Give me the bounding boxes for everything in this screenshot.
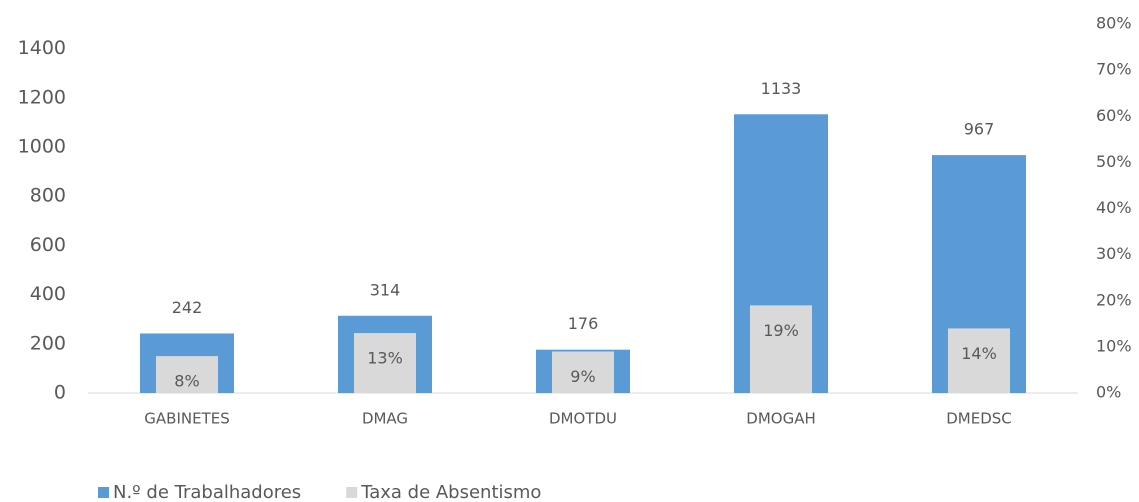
y2-tick-label: 10%	[1096, 336, 1132, 355]
y-tick-label: 0	[54, 382, 66, 404]
bar	[948, 328, 1010, 393]
y2-tick-label: 40%	[1096, 198, 1132, 217]
data-label: 13%	[367, 349, 403, 368]
legend-label: N.º de Trabalhadores	[113, 482, 301, 502]
data-label: 14%	[961, 344, 997, 363]
data-label: 8%	[174, 372, 199, 391]
x-tick-label: DMOGAH	[746, 410, 815, 428]
bar	[156, 356, 218, 393]
y-tick-label: 1200	[18, 86, 66, 108]
bar	[552, 351, 614, 393]
y2-tick-label: 50%	[1096, 152, 1132, 171]
data-label: 1133	[761, 79, 802, 98]
x-tick-label: DMOTDU	[549, 410, 617, 428]
y-tick-label: 400	[30, 283, 66, 305]
bar	[354, 333, 416, 393]
y2-tick-label: 0%	[1096, 383, 1121, 402]
data-label: 19%	[763, 321, 799, 340]
y-tick-label: 800	[30, 185, 66, 207]
y-tick-label: 600	[30, 234, 66, 256]
y2-tick-label: 80%	[1096, 14, 1132, 33]
data-label: 967	[964, 120, 995, 139]
y-tick-label: 1000	[18, 136, 66, 158]
bar	[750, 305, 812, 393]
y-tick-label: 200	[30, 332, 66, 354]
data-label: 176	[568, 314, 599, 333]
y2-tick-label: 70%	[1096, 60, 1132, 79]
legend-label: Taxa de Absentismo	[360, 482, 541, 502]
y2-tick-label: 20%	[1096, 290, 1132, 309]
data-label: 314	[370, 280, 401, 299]
x-tick-label: DMEDSC	[946, 410, 1012, 428]
x-tick-label: DMAG	[362, 410, 408, 428]
y2-tick-label: 30%	[1096, 244, 1132, 263]
data-label: 9%	[570, 367, 595, 386]
y-tick-label: 1400	[18, 37, 66, 59]
x-tick-label: GABINETES	[144, 410, 229, 428]
y2-tick-label: 60%	[1096, 106, 1132, 125]
legend-swatch	[346, 487, 358, 498]
legend-swatch	[98, 487, 109, 498]
data-label: 242	[172, 298, 203, 317]
